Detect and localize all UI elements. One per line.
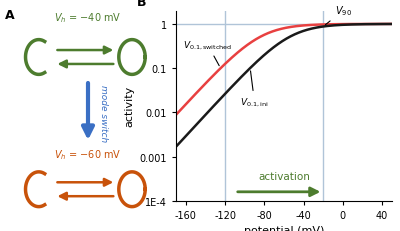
Text: A: A [5, 9, 15, 22]
Y-axis label: activity: activity [124, 86, 134, 127]
Text: $V_h$ = −60 mV: $V_h$ = −60 mV [54, 148, 122, 162]
Text: $V_h$ = −40 mV: $V_h$ = −40 mV [54, 12, 122, 25]
Text: mode switch: mode switch [98, 85, 108, 142]
Text: $V_{0.1,\mathrm{ini}}$: $V_{0.1,\mathrm{ini}}$ [240, 72, 269, 109]
X-axis label: potential (mV): potential (mV) [244, 225, 324, 231]
Text: activation: activation [258, 171, 310, 181]
Text: $V_{0.1,\mathrm{switched}}$: $V_{0.1,\mathrm{switched}}$ [183, 39, 232, 67]
Text: $V_{90}$: $V_{90}$ [326, 4, 352, 26]
Text: B: B [137, 0, 147, 9]
